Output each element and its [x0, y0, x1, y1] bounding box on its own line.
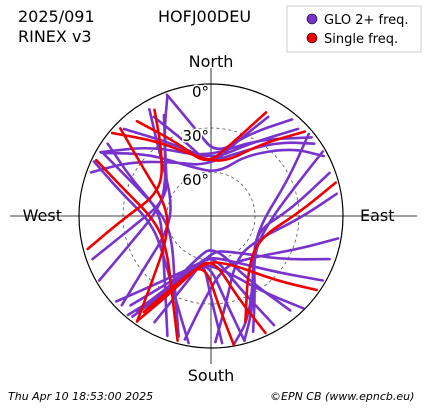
legend-label-glo: GLO 2+ freq. — [324, 13, 409, 28]
glo-track-9 — [106, 142, 169, 338]
single-track-1 — [110, 130, 306, 162]
legend-marker-single — [306, 32, 318, 44]
glo-track-20 — [214, 192, 338, 344]
station-id: HOFJ00DEU — [158, 7, 251, 26]
legend-label-single: Single freq. — [324, 32, 398, 47]
satellite-tracks — [86, 93, 340, 346]
glo-track-1 — [122, 127, 300, 158]
ring-label-0: 0° — [192, 83, 209, 101]
single-track-5 — [142, 268, 235, 346]
grid — [10, 68, 417, 364]
ring-label-30: 30° — [182, 127, 209, 145]
date-code: 2025/091 — [18, 7, 95, 26]
glo-track-4 — [100, 148, 325, 173]
legend-box — [286, 5, 422, 53]
legend: GLO 2+ freq. Single freq. — [286, 5, 422, 53]
single-track-3 — [95, 158, 179, 342]
axis-labels: North South East West 0° 30° 60° — [23, 52, 395, 385]
glo-track-19 — [91, 113, 168, 261]
ring-label-60: 60° — [182, 171, 209, 189]
cardinal-west: West — [23, 206, 62, 225]
glo-track-11 — [92, 160, 190, 345]
footer-credit: ©EPN CB (www.epncb.eu) — [270, 390, 414, 403]
glo-track-2 — [99, 136, 313, 156]
glo-track-8 — [232, 171, 331, 346]
single-track-2 — [244, 181, 337, 324]
cardinal-north: North — [189, 52, 234, 71]
rinex-version: RINEX v3 — [18, 27, 92, 46]
glo-track-3 — [165, 93, 294, 151]
cardinal-east: East — [360, 206, 395, 225]
cardinal-south: South — [188, 366, 235, 385]
single-track-8 — [136, 261, 318, 322]
single-track-6 — [86, 108, 163, 251]
single-track-7 — [119, 127, 169, 323]
footer-timestamp: Thu Apr 10 18:53:00 2025 — [8, 390, 153, 403]
glo-track-10 — [103, 153, 180, 338]
legend-marker-glo — [306, 13, 318, 25]
